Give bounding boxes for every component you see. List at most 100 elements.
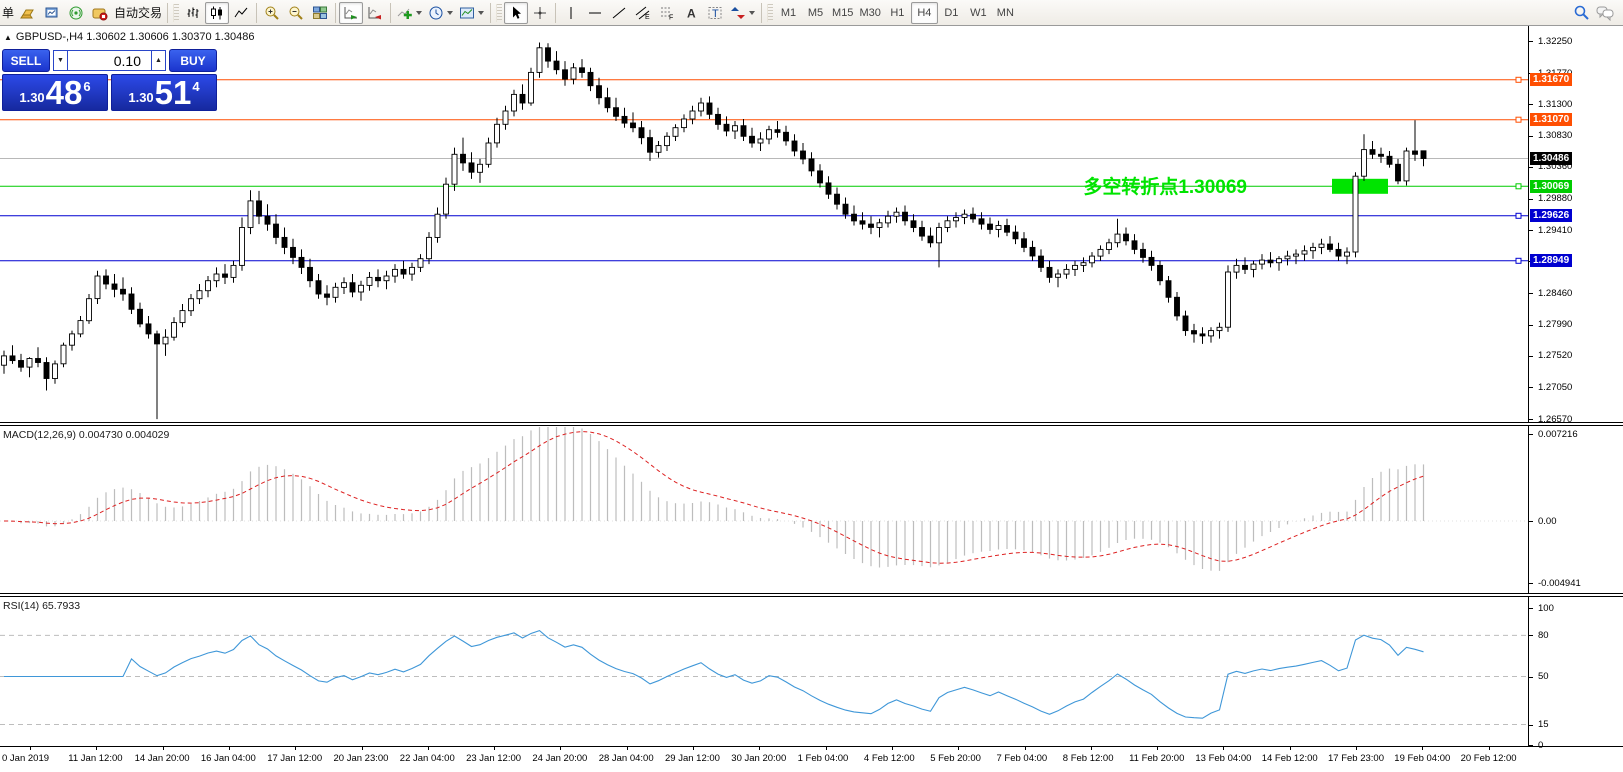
autotrading-icon[interactable]: [88, 2, 112, 24]
cursor-tool-icon[interactable]: [504, 1, 529, 24]
price-level-badge[interactable]: 1.28949: [1530, 254, 1573, 268]
price-axis[interactable]: 1.32250 1.31770 1.31300 1.30830 1.30360 1.298…: [1528, 26, 1623, 751]
chat-icon[interactable]: [1593, 2, 1617, 24]
equidistant-channel-tool-icon[interactable]: E: [631, 2, 655, 24]
tile-windows-icon[interactable]: [308, 2, 332, 24]
sell-button[interactable]: SELL: [2, 49, 50, 72]
svg-text:A: A: [687, 6, 696, 20]
candle-body: [859, 220, 866, 225]
price-level-badge[interactable]: 1.31670: [1530, 73, 1573, 87]
candle-body: [154, 333, 160, 345]
new-order-label[interactable]: 单: [2, 6, 15, 20]
macd-signal-line: [3, 431, 1424, 564]
axis-tick-label: 1.27050: [1538, 381, 1573, 393]
candle-body: [740, 125, 747, 137]
macd-indicator-chart[interactable]: [0, 427, 1528, 593]
candlestick-chart-icon[interactable]: [205, 1, 230, 24]
candle-body: [1284, 255, 1291, 260]
timeframe-button-mn[interactable]: MN: [996, 6, 1014, 19]
timeframe-button-m1[interactable]: M1: [780, 6, 797, 19]
chart-annotation-text[interactable]: 多空转折点1.30069: [1083, 175, 1247, 198]
collapse-arrow-icon[interactable]: ▲: [4, 32, 12, 42]
line-chart-icon[interactable]: [229, 2, 253, 24]
buy-button[interactable]: BUY: [169, 49, 217, 72]
candle-body: [689, 110, 696, 120]
price-level-badge[interactable]: 1.29626: [1530, 209, 1573, 223]
price-level-badge[interactable]: 1.31070: [1530, 113, 1573, 127]
timeframe-button-m30[interactable]: M30: [859, 6, 881, 19]
price-level-badge[interactable]: 1.30486: [1530, 152, 1573, 165]
text-tool-icon[interactable]: A: [679, 2, 703, 24]
axis-tick-label: 1.30830: [1538, 130, 1573, 142]
volume-decrease-button[interactable]: ▼: [53, 50, 68, 71]
hline-marker[interactable]: [1515, 257, 1522, 264]
volume-input[interactable]: 0.10: [68, 50, 151, 71]
zoom-out-icon[interactable]: [284, 2, 308, 24]
timeframe-button-h4[interactable]: H4: [910, 1, 938, 24]
arrows-tool-icon[interactable]: [727, 2, 758, 24]
time-label: 20 Feb 12:00: [1460, 753, 1517, 764]
time-tick: [958, 747, 960, 750]
bar-chart-icon[interactable]: [181, 2, 205, 24]
price-level-badge[interactable]: 1.30069: [1530, 179, 1573, 193]
timeframe-button-w1[interactable]: W1: [970, 6, 987, 19]
candle-body: [1344, 251, 1350, 257]
hline-marker[interactable]: [1515, 212, 1522, 219]
search-icon[interactable]: [1569, 2, 1593, 24]
timeframe-button-d1[interactable]: D1: [944, 6, 959, 19]
signals-icon[interactable]: [64, 2, 88, 24]
chart-plot-area[interactable]: 多空转折点1.30069 MACD(12,26,9) 0.004730 0.00…: [0, 26, 1528, 746]
indicators-icon[interactable]: [394, 2, 425, 24]
market-watch-icon[interactable]: [40, 2, 64, 24]
hline-marker[interactable]: [1515, 116, 1522, 123]
pane-splitter[interactable]: [0, 422, 1623, 426]
axis-tick-label: 1.31300: [1538, 98, 1573, 110]
buy-quote[interactable]: 1.30 51 4: [111, 74, 217, 111]
axis-tick-label: 1.26570: [1538, 413, 1573, 425]
candle-body: [179, 310, 186, 324]
vertical-line-tool-icon[interactable]: [559, 2, 583, 24]
text-label-tool-icon[interactable]: T: [703, 2, 727, 24]
candle-body: [290, 246, 296, 258]
crosshair-tool-icon[interactable]: [528, 2, 552, 24]
periods-icon[interactable]: [425, 2, 456, 24]
pane-splitter[interactable]: [0, 593, 1623, 597]
candle-body: [1361, 149, 1367, 177]
candle-body: [868, 223, 874, 228]
trendline-tool-icon[interactable]: [607, 2, 631, 24]
time-label: 0 Jan 2019: [2, 753, 50, 764]
timeframe-button-m15[interactable]: M15: [832, 6, 854, 19]
hline-marker[interactable]: [1515, 76, 1522, 83]
volume-increase-button[interactable]: ▲: [151, 50, 166, 71]
candle-body: [1199, 333, 1206, 337]
candle-body: [460, 153, 466, 164]
axis-tick: [1529, 355, 1533, 357]
fibonacci-tool-icon[interactable]: F: [655, 2, 679, 24]
candle-body: [562, 69, 568, 80]
candle-body: [1072, 264, 1078, 270]
candle-body: [434, 213, 441, 238]
hline-marker[interactable]: [1515, 183, 1522, 190]
auto-scroll-icon[interactable]: [339, 1, 364, 24]
templates-icon[interactable]: [456, 2, 487, 24]
candle-body: [1310, 246, 1316, 252]
candle-body: [1276, 258, 1282, 264]
time-axis[interactable]: 0 Jan 2019 11 Jan 12:00 14 Jan 20:00 16 Jan…: [0, 746, 1623, 772]
candle-body: [1089, 255, 1095, 264]
highlight-zone[interactable]: [1332, 178, 1388, 194]
horizontal-line-tool-icon[interactable]: [583, 2, 607, 24]
timeframe-button-h1[interactable]: H1: [890, 6, 905, 19]
candle-body: [1123, 233, 1129, 242]
timeframe-button-m5[interactable]: M5: [807, 6, 824, 19]
zoom-in-icon[interactable]: [260, 2, 284, 24]
candlestick-chart[interactable]: 多空转折点1.30069: [0, 26, 1528, 422]
autotrading-label[interactable]: 自动交易: [114, 6, 163, 20]
candle-body: [1012, 231, 1019, 240]
candle-body: [528, 71, 534, 104]
rsi-indicator-chart[interactable]: [0, 598, 1528, 746]
new-order-icon[interactable]: [16, 2, 40, 24]
sell-quote[interactable]: 1.30 48 6: [2, 74, 108, 111]
time-tick: [228, 747, 230, 750]
chart-shift-icon[interactable]: [363, 2, 387, 24]
